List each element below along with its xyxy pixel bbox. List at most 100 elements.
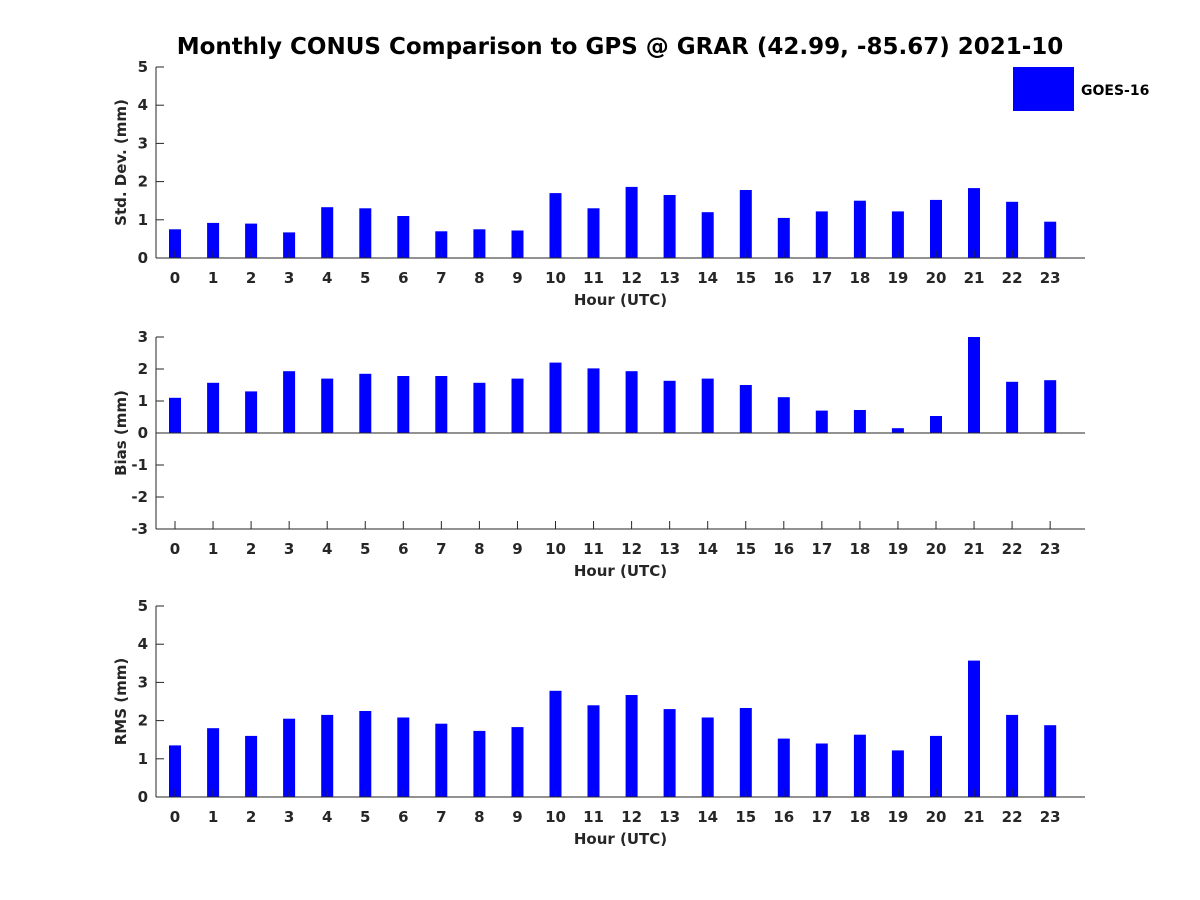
bar-hour-17 xyxy=(815,410,828,433)
bar-hour-7 xyxy=(435,723,448,797)
x-tick-label: 12 xyxy=(621,540,642,558)
x-tick-label: 16 xyxy=(773,808,794,826)
bar-hour-1 xyxy=(207,222,220,258)
x-tick-label: 11 xyxy=(583,269,604,287)
y-tick-label: 2 xyxy=(138,712,148,730)
x-tick-label: 18 xyxy=(849,540,870,558)
x-tick-label: 20 xyxy=(926,269,947,287)
bar-hour-19 xyxy=(891,428,904,433)
x-tick-label: 17 xyxy=(811,808,832,826)
bar-hour-18 xyxy=(853,734,866,797)
y-tick-label: 3 xyxy=(138,328,148,346)
x-tick-label: 15 xyxy=(735,808,756,826)
bar-hour-9 xyxy=(511,378,524,433)
bar-hour-4 xyxy=(321,714,334,797)
y-tick-label: 2 xyxy=(138,360,148,378)
x-tick-label: 6 xyxy=(398,540,408,558)
bar-hour-9 xyxy=(511,230,524,258)
bar-hour-23 xyxy=(1044,380,1057,433)
x-tick-label: 17 xyxy=(811,269,832,287)
y-tick-label: 3 xyxy=(138,673,148,691)
x-tick-label: 13 xyxy=(659,540,680,558)
bar-hour-5 xyxy=(359,711,372,797)
x-tick-label: 10 xyxy=(545,269,566,287)
bar-hour-2 xyxy=(245,391,258,433)
bar-hour-12 xyxy=(625,186,638,258)
bar-hour-21 xyxy=(968,660,980,797)
bar-hour-14 xyxy=(701,717,714,797)
bar-hour-14 xyxy=(701,212,714,258)
bar-hour-17 xyxy=(815,743,828,797)
bar-hour-10 xyxy=(549,690,562,797)
bar-hour-2 xyxy=(245,735,258,797)
legend-swatch-goes-16 xyxy=(1013,67,1074,111)
bar-hour-19 xyxy=(891,211,904,258)
y-tick-label: 1 xyxy=(138,211,148,229)
bar-hour-0 xyxy=(169,745,181,797)
y-tick-label: 1 xyxy=(138,392,148,410)
y-axis-label: Bias (mm) xyxy=(112,390,130,476)
x-tick-label: 10 xyxy=(545,808,566,826)
bar-hour-2 xyxy=(245,223,258,258)
x-tick-label: 4 xyxy=(322,540,332,558)
bar-hour-8 xyxy=(473,730,486,797)
bar-hour-4 xyxy=(321,207,334,258)
x-tick-label: 12 xyxy=(621,269,642,287)
bar-hour-10 xyxy=(549,362,562,433)
x-tick-label: 14 xyxy=(697,540,718,558)
bar-hour-12 xyxy=(625,695,638,797)
bar-hour-12 xyxy=(625,371,638,433)
x-tick-label: 9 xyxy=(512,540,522,558)
x-tick-label: 21 xyxy=(964,808,985,826)
x-tick-label: 0 xyxy=(170,808,180,826)
bar-hour-6 xyxy=(397,216,410,258)
bar-hour-11 xyxy=(587,705,600,797)
bar-hour-18 xyxy=(853,200,866,258)
x-tick-label: 20 xyxy=(926,808,947,826)
x-tick-label: 23 xyxy=(1040,540,1061,558)
bar-hour-4 xyxy=(321,378,334,433)
y-tick-label: -3 xyxy=(131,520,148,538)
x-tick-label: 0 xyxy=(170,269,180,287)
x-tick-label: 22 xyxy=(1002,808,1023,826)
bar-hour-16 xyxy=(777,738,790,797)
bar-hour-23 xyxy=(1044,221,1057,258)
y-tick-label: 4 xyxy=(138,635,148,653)
x-axis-label: Hour (UTC) xyxy=(574,830,667,848)
x-tick-label: 17 xyxy=(811,540,832,558)
bar-hour-18 xyxy=(853,410,866,433)
x-tick-label: 7 xyxy=(436,269,446,287)
bar-hour-13 xyxy=(663,709,676,797)
bar-hour-16 xyxy=(777,397,790,433)
x-tick-label: 14 xyxy=(697,808,718,826)
bar-hour-20 xyxy=(930,199,942,258)
bar-hour-5 xyxy=(359,208,372,258)
bar-hour-23 xyxy=(1044,725,1057,797)
x-tick-label: 11 xyxy=(583,808,604,826)
bar-hour-7 xyxy=(435,231,448,258)
bar-hour-1 xyxy=(207,382,220,433)
x-tick-label: 8 xyxy=(474,808,484,826)
x-tick-label: 22 xyxy=(1002,269,1023,287)
x-tick-label: 0 xyxy=(170,540,180,558)
x-tick-label: 20 xyxy=(926,540,947,558)
x-tick-label: 21 xyxy=(964,540,985,558)
x-tick-label: 22 xyxy=(1002,540,1023,558)
bar-hour-15 xyxy=(739,385,752,433)
x-tick-label: 11 xyxy=(583,540,604,558)
x-tick-label: 2 xyxy=(246,540,256,558)
x-tick-label: 19 xyxy=(888,540,909,558)
x-tick-label: 8 xyxy=(474,269,484,287)
y-tick-label: 0 xyxy=(138,424,148,442)
x-tick-label: 23 xyxy=(1040,808,1061,826)
bar-hour-0 xyxy=(169,397,181,433)
legend-label-goes-16: GOES-16 xyxy=(1081,83,1149,99)
bar-hour-3 xyxy=(283,371,296,433)
bar-hour-6 xyxy=(397,376,410,433)
x-tick-label: 7 xyxy=(436,808,446,826)
chart-title: Monthly CONUS Comparison to GPS @ GRAR (… xyxy=(177,34,1064,60)
